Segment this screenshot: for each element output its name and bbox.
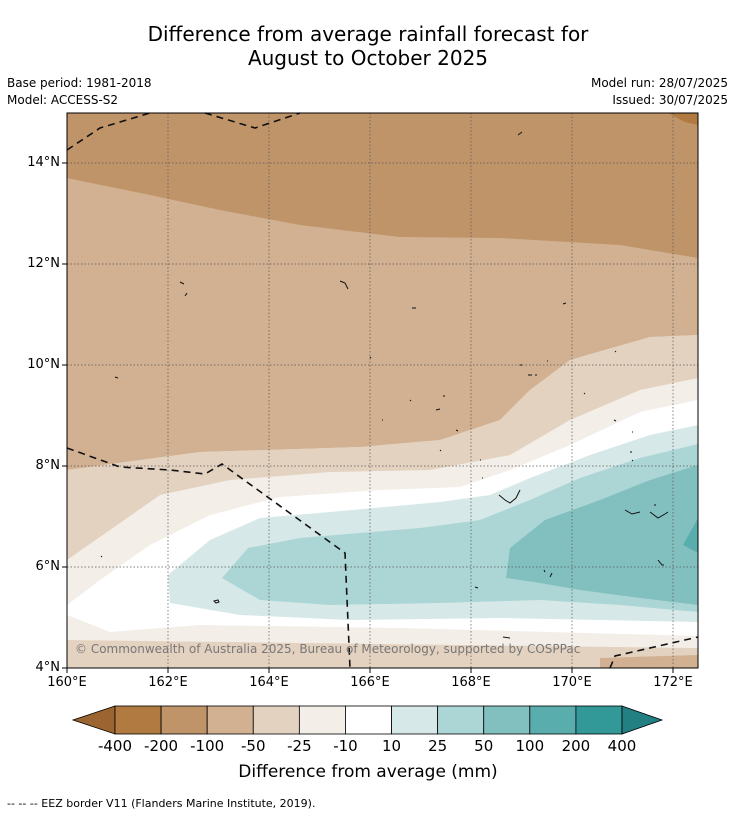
colorbar-tick-label: 200 [561,737,591,755]
colorbar-segment [483,705,531,735]
copyright-notice: © Commonwealth of Australia 2025, Bureau… [75,642,581,656]
colorbar-tick-label: -200 [144,737,179,755]
x-tick-label: 170°E [552,675,592,690]
anomaly-band-bottom-minus50 [600,655,698,668]
colorbar-tick-label: -100 [190,737,225,755]
meta-left: Base period: 1981-2018 Model: ACCESS-S2 [7,75,152,109]
meta-right: Model run: 28/07/2025 Issued: 30/07/2025 [591,75,728,109]
colorbar-tick-label: 100 [515,737,545,755]
colorbar-segment [575,705,623,735]
x-tick-label: 162°E [148,675,188,690]
x-tick-label: 166°E [350,675,390,690]
tick-marks [62,162,674,673]
eez-borders [66,112,699,669]
anomaly-band-minus200 [668,113,698,125]
colorbar-tick-label: 400 [607,737,637,755]
anomaly-band-plus100 [683,518,698,553]
anomaly-band-plus50 [506,465,698,605]
colorbar-tick-label: -10 [333,737,358,755]
model-run: Model run: 28/07/2025 [590,76,728,90]
x-tick-label: 172°E [653,675,693,690]
map-fill [67,113,698,668]
y-tick-label: 14°N [27,155,60,170]
colorbar [71,705,664,735]
model-name: Model: ACCESS-S2 [7,93,119,107]
colorbar-extend-low [71,705,116,735]
map-title: Difference from average rainfall forecas… [0,22,736,70]
islands [100,131,669,639]
anomaly-band-minus100 [67,113,698,258]
colorbar-tick-label: 25 [428,737,448,755]
x-tick-label: 168°E [451,675,491,690]
colorbar-segment [529,705,577,735]
colorbar-segment [252,705,300,735]
colorbar-segment [345,705,392,735]
colorbar-segment [298,705,346,735]
base-period: Base period: 1981-2018 [7,76,152,90]
colorbar-segment [160,705,208,735]
y-tick-label: 4°N [35,660,61,675]
colorbar-title: Difference from average (mm) [238,762,498,782]
map-frame [66,112,699,669]
colorbar-segment [437,705,485,735]
y-tick-label: 12°N [27,256,60,271]
colorbar-segment [114,705,162,735]
colorbar-extend-high [621,705,664,735]
title-line-1: Difference from average rainfall forecas… [147,22,589,46]
colorbar-segment [391,705,439,735]
title-line-2: August to October 2025 [247,46,489,70]
gridlines [67,113,698,668]
eez-footnote: -- -- -- EEZ border V11 (Flanders Marine… [7,797,316,810]
colorbar-tick-label: -50 [241,737,266,755]
colorbar-tick-label: 50 [474,737,494,755]
colorbar-tick-label: 10 [381,737,402,755]
y-tick-label: 10°N [27,357,60,372]
x-tick-label: 164°E [249,675,289,690]
colorbar-tick-label: -400 [97,737,133,755]
x-tick-label: 160°E [47,675,87,690]
colorbar-segment [206,705,254,735]
colorbar-tick-label: -25 [287,737,312,755]
y-tick-label: 6°N [35,559,61,574]
anomaly-band-bottom [67,645,698,668]
issued-date: Issued: 30/07/2025 [612,93,728,107]
y-tick-label: 8°N [35,458,61,473]
